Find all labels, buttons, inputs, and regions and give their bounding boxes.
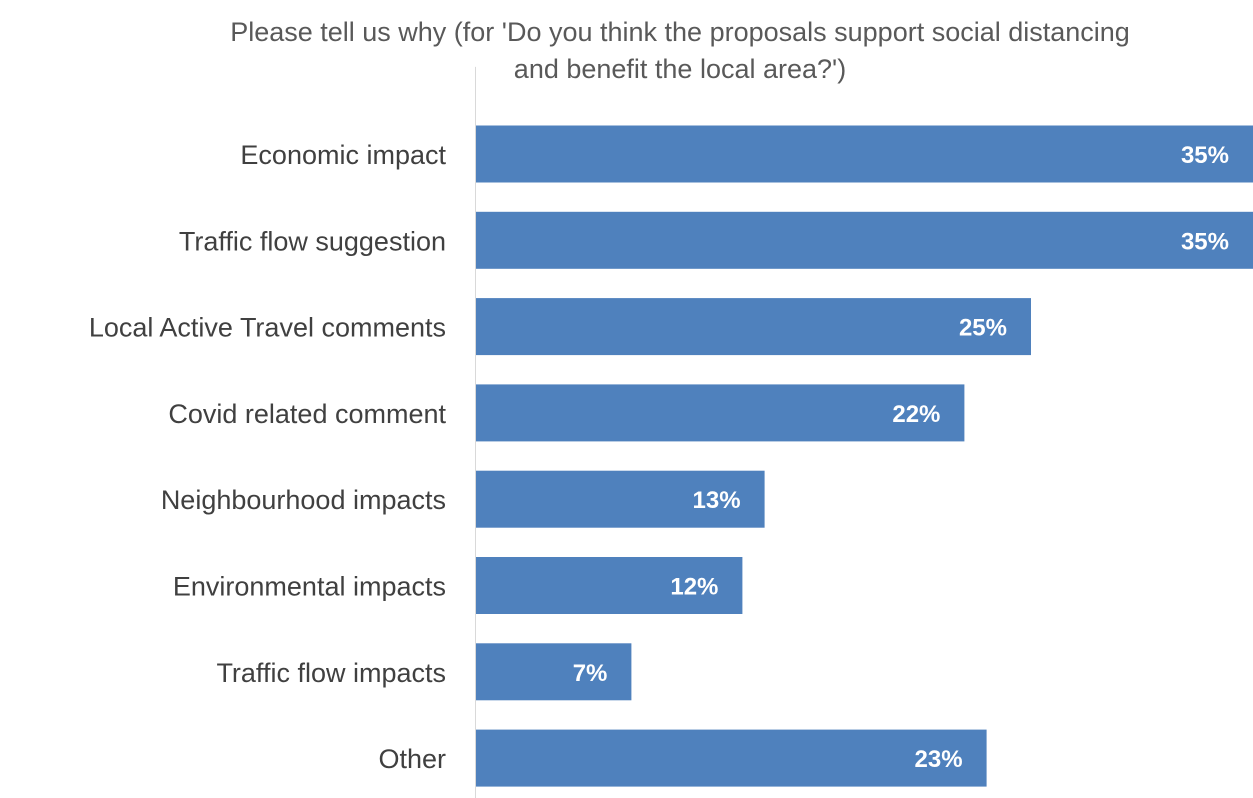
chart-title: Please tell us why (for 'Do you think th…	[150, 14, 1210, 88]
data-label: 7%	[573, 660, 608, 687]
data-label: 35%	[1181, 228, 1229, 255]
category-label: Local Active Travel comments	[89, 313, 446, 343]
data-label: 25%	[959, 315, 1007, 342]
bar-2	[476, 298, 1031, 356]
category-label: Other	[378, 744, 446, 774]
data-label: 22%	[892, 401, 940, 428]
data-label: 23%	[915, 746, 963, 773]
bar-5	[476, 557, 743, 614]
data-label: 35%	[1181, 142, 1229, 169]
category-label: Traffic flow impacts	[216, 658, 446, 688]
category-label: Traffic flow suggestion	[179, 226, 446, 256]
category-label: Economic impact	[240, 140, 446, 170]
category-label: Neighbourhood impacts	[161, 485, 446, 515]
data-label: 12%	[670, 574, 718, 601]
bar-3	[476, 384, 965, 442]
chart-title-line-1: Please tell us why (for 'Do you think th…	[230, 17, 1130, 47]
category-label: Covid related comment	[168, 399, 446, 429]
bar-1	[476, 211, 1253, 269]
bar-0	[476, 125, 1253, 183]
chart-title-line-2: and benefit the local area?')	[513, 54, 847, 84]
bar-4	[476, 470, 765, 528]
bar-7	[476, 729, 987, 787]
data-label: 13%	[693, 487, 741, 514]
category-label: Environmental impacts	[173, 572, 446, 602]
bar-6	[476, 643, 632, 701]
bars-group: Economic impact 35% Traffic flow suggestio…	[89, 125, 1253, 787]
